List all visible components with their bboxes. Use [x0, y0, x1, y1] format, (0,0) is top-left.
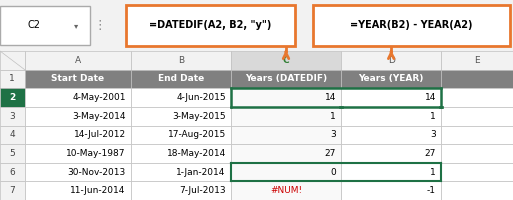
Text: 3-May-2014: 3-May-2014 — [72, 112, 126, 121]
Bar — [231, 126, 341, 144]
Bar — [0, 107, 25, 126]
Text: #NUM!: #NUM! — [270, 186, 302, 195]
Bar — [0, 0, 513, 51]
Bar — [25, 163, 131, 181]
Bar — [25, 88, 131, 107]
Bar — [231, 51, 341, 70]
Text: Years (YEAR): Years (YEAR) — [359, 74, 424, 83]
Bar — [131, 163, 231, 181]
Bar — [231, 88, 341, 107]
Bar — [341, 181, 441, 200]
Bar — [231, 107, 341, 126]
Text: 27: 27 — [425, 149, 436, 158]
FancyBboxPatch shape — [126, 5, 295, 46]
Text: Years (DATEDIF): Years (DATEDIF) — [245, 74, 327, 83]
Bar — [25, 181, 131, 200]
Text: 7-Jul-2013: 7-Jul-2013 — [179, 186, 226, 195]
Bar — [25, 107, 131, 126]
Text: A: A — [75, 56, 81, 65]
Bar — [0, 163, 25, 181]
Text: Start Date: Start Date — [51, 74, 104, 83]
Bar — [0, 6, 90, 45]
Bar — [0, 126, 25, 144]
Bar — [341, 144, 441, 163]
Text: 17-Aug-2015: 17-Aug-2015 — [167, 130, 226, 139]
Bar — [341, 107, 441, 126]
Text: D: D — [388, 56, 394, 65]
Text: 30-Nov-2013: 30-Nov-2013 — [67, 168, 126, 177]
Bar — [339, 106, 343, 108]
Text: =DATEDIF(A2, B2, "y"): =DATEDIF(A2, B2, "y") — [149, 21, 271, 30]
Bar — [441, 181, 513, 200]
Bar — [131, 70, 231, 88]
Bar — [441, 51, 513, 70]
Text: -1: -1 — [427, 186, 436, 195]
Bar — [0, 144, 25, 163]
Text: 14: 14 — [425, 93, 436, 102]
Bar — [341, 51, 441, 70]
Bar — [441, 163, 513, 181]
Bar — [231, 144, 341, 163]
Text: 7: 7 — [9, 186, 15, 195]
Text: 1: 1 — [9, 74, 15, 83]
FancyBboxPatch shape — [313, 5, 510, 46]
Text: 6: 6 — [9, 168, 15, 177]
Bar — [25, 144, 131, 163]
Text: 1-Jan-2014: 1-Jan-2014 — [176, 168, 226, 177]
Text: 1: 1 — [430, 168, 436, 177]
Bar — [0, 181, 25, 200]
Bar — [131, 51, 231, 70]
Text: 27: 27 — [325, 149, 336, 158]
Text: =YEAR(B2) - YEAR(A2): =YEAR(B2) - YEAR(A2) — [350, 21, 473, 30]
Bar — [0, 51, 25, 70]
Bar — [441, 107, 513, 126]
Text: B: B — [178, 56, 184, 65]
Bar — [441, 126, 513, 144]
Bar — [25, 126, 131, 144]
Bar — [231, 181, 341, 200]
Text: 3: 3 — [9, 112, 15, 121]
Text: 14-Jul-2012: 14-Jul-2012 — [73, 130, 126, 139]
Text: C: C — [283, 56, 289, 65]
Text: End Date: End Date — [157, 74, 204, 83]
Bar — [441, 144, 513, 163]
Text: 4: 4 — [10, 130, 15, 139]
Text: 3: 3 — [330, 130, 336, 139]
Text: 2: 2 — [9, 93, 15, 102]
Bar — [341, 70, 441, 88]
Text: 5: 5 — [9, 149, 15, 158]
Text: ⋮: ⋮ — [94, 19, 106, 32]
Bar — [341, 163, 441, 181]
Text: 3: 3 — [430, 130, 436, 139]
Text: 3-May-2015: 3-May-2015 — [172, 112, 226, 121]
Text: 18-May-2014: 18-May-2014 — [167, 149, 226, 158]
Bar — [341, 88, 441, 107]
Text: 0: 0 — [330, 168, 336, 177]
Text: ▾: ▾ — [74, 21, 78, 30]
Bar — [441, 88, 513, 107]
Text: E: E — [475, 56, 480, 65]
Bar — [131, 144, 231, 163]
Text: 4-May-2001: 4-May-2001 — [72, 93, 126, 102]
Bar — [131, 126, 231, 144]
Bar — [341, 126, 441, 144]
Bar — [25, 70, 131, 88]
Bar — [441, 70, 513, 88]
Text: 1: 1 — [430, 112, 436, 121]
Text: C2: C2 — [28, 21, 41, 30]
Bar — [0, 70, 25, 88]
Bar — [231, 70, 341, 88]
Text: 4-Jun-2015: 4-Jun-2015 — [176, 93, 226, 102]
Bar — [131, 181, 231, 200]
Text: 11-Jun-2014: 11-Jun-2014 — [70, 186, 126, 195]
Bar — [131, 107, 231, 126]
Text: 1: 1 — [330, 112, 336, 121]
Bar — [439, 106, 443, 108]
Bar — [131, 88, 231, 107]
Text: 14: 14 — [325, 93, 336, 102]
Bar — [0, 88, 25, 107]
Bar — [231, 163, 341, 181]
Bar — [25, 51, 131, 70]
Text: 10-May-1987: 10-May-1987 — [66, 149, 126, 158]
